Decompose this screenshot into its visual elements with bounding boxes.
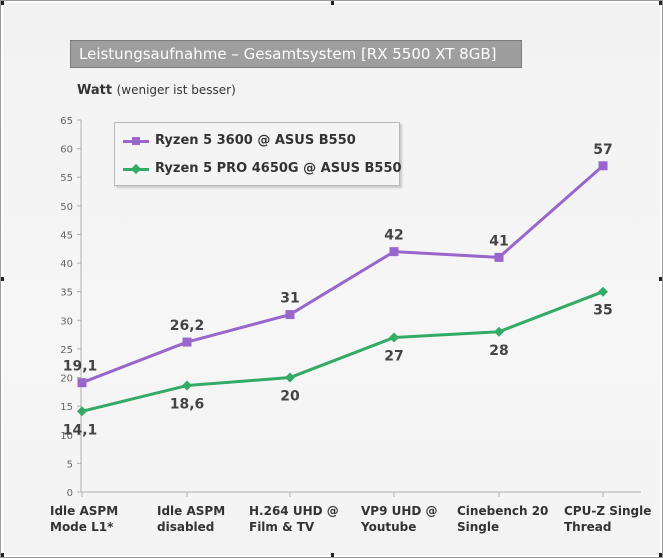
series-2-point	[494, 326, 504, 337]
x-tick-label: Idle ASPM disabled	[157, 503, 249, 535]
chart-panel	[3, 3, 660, 555]
resize-handle-bottom-right[interactable]	[659, 553, 662, 557]
series-2-point	[598, 286, 608, 297]
data-label: 18,6	[170, 397, 205, 413]
data-label: 57	[593, 142, 612, 158]
data-label: 19,1	[63, 359, 98, 375]
x-tick-label-line: Idle ASPM	[157, 504, 226, 518]
resize-handle-top-center[interactable]	[331, 1, 334, 5]
y-tick-label: 0	[67, 488, 73, 499]
y-tick-label: 30	[60, 316, 73, 327]
y-axis-unit: Watt	[77, 83, 113, 98]
resize-handle-top-left[interactable]	[1, 1, 4, 5]
resize-handle-bottom-center[interactable]	[331, 553, 334, 557]
x-tick-label-line: Film & TV	[249, 520, 315, 534]
x-tick-label: H.264 UHD @ Film & TV	[249, 503, 341, 535]
data-label: 28	[489, 343, 508, 359]
y-axis-note: (weniger ist besser)	[116, 83, 236, 97]
y-tick-label: 55	[60, 173, 73, 184]
series-2-point	[182, 380, 192, 391]
x-tick-label-line: H.264 UHD @	[249, 504, 339, 518]
series-1-point	[285, 310, 295, 320]
series-line-2	[81, 290, 604, 413]
x-tick-label-line: Thread	[564, 520, 612, 534]
data-label: 42	[384, 228, 403, 244]
data-label: 35	[593, 303, 612, 319]
diamond-marker-icon	[130, 163, 142, 175]
data-label: 41	[489, 233, 508, 249]
y-tick-label: 35	[60, 288, 73, 299]
y-axis-label: Watt (weniger ist besser)	[77, 83, 236, 98]
legend[interactable]: Ryzen 5 3600 @ ASUS B550 Ryzen 5 PRO 4650…	[114, 122, 402, 186]
series-1-point	[389, 247, 399, 257]
data-label: 20	[280, 389, 300, 405]
y-tick-label: 25	[60, 345, 73, 356]
series-2-point	[285, 372, 295, 383]
y-tick-label: 15	[60, 402, 73, 413]
x-tick-label-line: disabled	[157, 520, 215, 534]
data-label: 31	[280, 291, 299, 307]
x-tick-label-line: Single	[457, 520, 500, 534]
series-1-point	[494, 252, 504, 262]
legend-label: Ryzen 5 PRO 4650G @ ASUS B550	[155, 161, 402, 176]
x-tick-label: VP9 UHD @ Youtube	[361, 503, 453, 535]
x-tick-label: Cinebench 20 Single	[457, 503, 549, 535]
chart-title: Leistungsaufnahme – Gesamtsystem [RX 550…	[70, 40, 522, 68]
x-tick-label-line: Idle ASPM	[50, 504, 119, 518]
y-tick-label: 20	[60, 374, 73, 385]
y-tick-label: 5	[67, 459, 73, 470]
y-tick-label: 10	[60, 431, 73, 442]
series-1-point	[598, 161, 608, 171]
series-1-point	[77, 378, 87, 388]
data-label: 26,2	[170, 318, 205, 334]
resize-handle-top-right[interactable]	[659, 1, 662, 5]
y-tick-label: 45	[60, 230, 73, 241]
x-tick-label-line: Mode L1*	[50, 520, 114, 534]
x-tick-label: CPU-Z Single Thread	[564, 503, 656, 535]
x-tick-label-line: CPU-Z Single	[564, 504, 652, 518]
y-tick-label: 40	[60, 259, 73, 270]
resize-handle-bottom-left[interactable]	[1, 553, 4, 557]
resize-handle-middle-right[interactable]	[659, 277, 662, 281]
legend-label: Ryzen 5 3600 @ ASUS B550	[155, 133, 356, 148]
x-tick-label-line: VP9 UHD @	[361, 504, 438, 518]
series-1-point	[182, 337, 192, 347]
x-tick-label-line: Cinebench 20	[457, 504, 549, 518]
x-tick-label-line: Youtube	[361, 520, 417, 534]
resize-handle-middle-left[interactable]	[1, 277, 4, 281]
y-tick-label: 60	[60, 145, 73, 156]
data-label: 14,1	[63, 422, 98, 438]
y-tick-label: 50	[60, 202, 73, 213]
y-tick-label: 65	[60, 116, 73, 127]
series-2-point	[77, 406, 87, 417]
square-marker-icon	[132, 137, 140, 145]
data-label: 27	[384, 348, 403, 364]
x-tick-label: Idle ASPM Mode L1*	[50, 503, 142, 535]
series-line-1	[81, 164, 604, 385]
series-2-point	[389, 332, 399, 343]
